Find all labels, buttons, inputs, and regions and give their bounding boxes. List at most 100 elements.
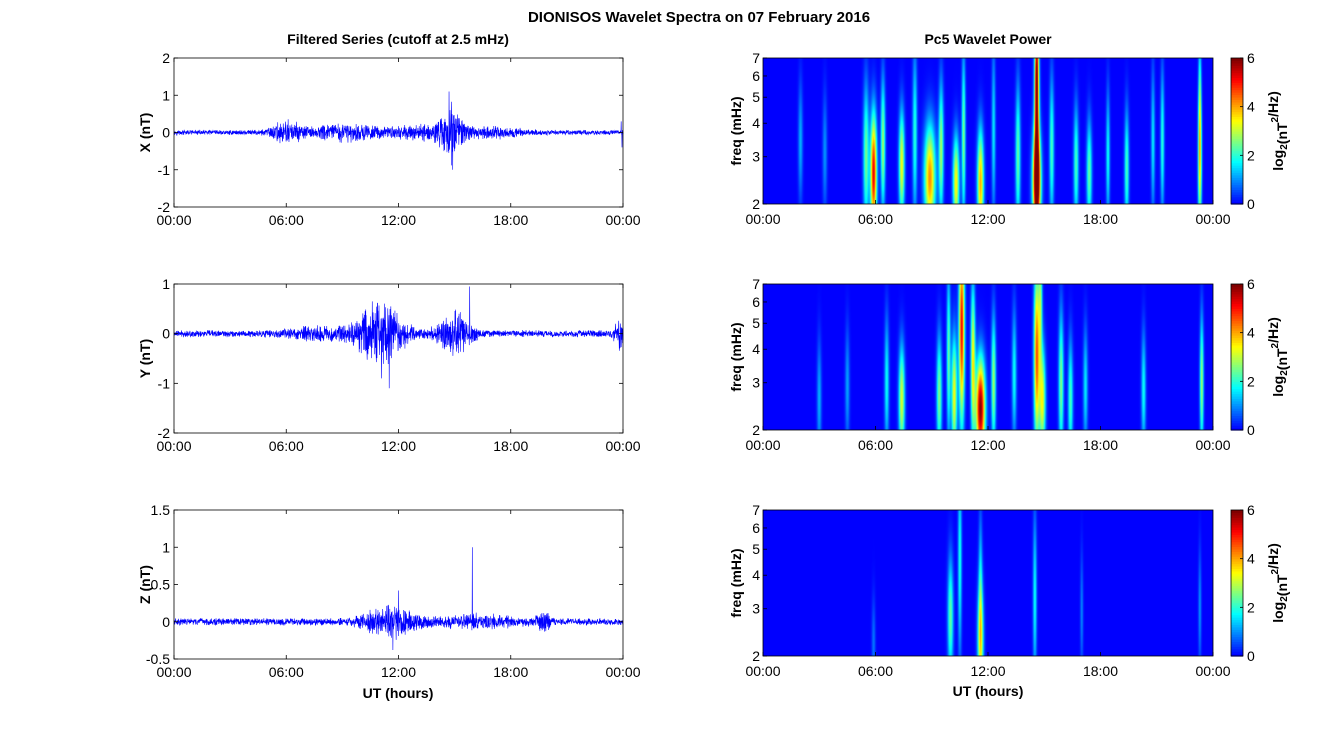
colorbar-band	[1231, 417, 1243, 421]
colorbar-box	[1230, 509, 1244, 657]
colorbar-band	[1231, 600, 1243, 604]
colorbar-band	[1231, 344, 1243, 348]
x-tick-label: 18:00	[1083, 211, 1118, 227]
y-tick-label: 2	[752, 196, 760, 212]
colorbar-band	[1231, 335, 1243, 339]
x-tick-label: 00:00	[745, 437, 780, 453]
colorbar-band	[1231, 597, 1243, 601]
wavelet-heatmap	[763, 510, 1213, 656]
y-tick-label: 2	[162, 50, 170, 66]
colorbar-band	[1231, 371, 1243, 375]
colorbar-band	[1231, 169, 1243, 173]
colorbar-band	[1231, 121, 1243, 125]
colorbar-band	[1231, 519, 1243, 523]
colorbar-band	[1231, 583, 1243, 587]
colorbar-band	[1231, 167, 1243, 171]
colorbar-band	[1231, 575, 1243, 579]
colorbar-band	[1231, 160, 1243, 164]
y-tick-label: 3	[752, 601, 760, 617]
colorbar-band	[1231, 305, 1243, 309]
colorbar-band	[1231, 568, 1243, 572]
colorbar-band	[1231, 347, 1243, 351]
colorbar-band	[1231, 400, 1243, 404]
colorbar-band	[1231, 89, 1243, 93]
colorbar-band	[1231, 315, 1243, 319]
colorbar-band	[1231, 106, 1243, 110]
y-tick-label: -2	[158, 199, 171, 215]
colorbar-band	[1231, 75, 1243, 79]
y-tick-label: 6	[752, 520, 760, 536]
y-tick-label: 4	[752, 341, 760, 357]
colorbar-band	[1231, 308, 1243, 312]
y-tick-label: 4	[752, 115, 760, 131]
colorbar-band	[1231, 585, 1243, 589]
series-line	[173, 547, 624, 651]
wavelet-panel-3: 00:00 06:00 12:00 18:00 00:00 7 6 5 4 3 2 freq (mHz…	[728, 502, 1290, 679]
colorbar-band	[1231, 143, 1243, 147]
colorbar-band	[1231, 72, 1243, 76]
series-panel-2: 00:00 06:00 12:00 18:00 00:00 1 0 -1 -2 Y (nT)	[137, 276, 641, 454]
colorbar-band	[1231, 145, 1243, 149]
colorbar-band	[1231, 565, 1243, 569]
colorbar-band	[1231, 422, 1243, 426]
colorbar-band	[1231, 563, 1243, 567]
x-tick-label: 00:00	[1195, 437, 1230, 453]
colorbar-band	[1231, 330, 1243, 334]
colorbar-band	[1231, 376, 1243, 380]
colorbar-band	[1231, 420, 1243, 424]
colorbar-band	[1231, 96, 1243, 100]
colorbar-band	[1231, 510, 1243, 514]
colorbar-band	[1231, 604, 1243, 608]
colorbar-band	[1231, 152, 1243, 156]
colorbar-band	[1231, 284, 1243, 288]
colorbar-tick-label: 4	[1247, 325, 1255, 341]
colorbar-band	[1231, 157, 1243, 161]
y-axis-label: freq (mHz)	[728, 322, 744, 391]
y-axis-label: Z (nT)	[137, 565, 153, 604]
wavelet-panel-2: 00:00 06:00 12:00 18:00 00:00 7 6 5 4 3 2 freq (mHz…	[728, 276, 1290, 453]
colorbar-band	[1231, 364, 1243, 368]
y-tick-label: 3	[752, 375, 760, 391]
colorbar-band	[1231, 58, 1243, 62]
colorbar-band	[1231, 62, 1243, 66]
x-tick-label: 00:00	[1195, 211, 1230, 227]
colorbar-band	[1231, 595, 1243, 599]
colorbar-band	[1231, 527, 1243, 531]
colorbar-band	[1231, 196, 1243, 200]
colorbar-band	[1231, 602, 1243, 606]
colorbar-band	[1231, 629, 1243, 633]
y-tick-label: 2	[752, 648, 760, 664]
colorbar-band	[1231, 514, 1243, 518]
colorbar-band	[1231, 135, 1243, 139]
y-axis-label: Y (nT)	[137, 339, 153, 378]
colorbar-band	[1231, 383, 1243, 387]
colorbar-band	[1231, 617, 1243, 621]
y-tick-label: 1	[162, 87, 170, 103]
colorbar: 6 4 2 0 log2(nT2/Hz)	[1230, 50, 1290, 212]
y-tick-label: 6	[752, 68, 760, 84]
colorbar-band	[1231, 186, 1243, 190]
colorbar-band	[1231, 84, 1243, 88]
colorbar-band	[1231, 128, 1243, 132]
colorbar-band	[1231, 339, 1243, 343]
colorbar-band	[1231, 386, 1243, 390]
colorbar-band	[1231, 631, 1243, 635]
colorbar-band	[1231, 391, 1243, 395]
plot-area	[174, 510, 623, 659]
x-tick-label: 12:00	[381, 664, 416, 680]
colorbar-band	[1231, 626, 1243, 630]
colorbar-tick-label: 0	[1247, 648, 1255, 664]
colorbar-band	[1231, 184, 1243, 188]
y-axis-label: freq (mHz)	[728, 548, 744, 617]
colorbar-band	[1231, 67, 1243, 71]
x-tick-label: 18:00	[1083, 663, 1118, 679]
colorbar-band	[1231, 179, 1243, 183]
colorbar-band	[1231, 388, 1243, 392]
colorbar-band	[1231, 332, 1243, 336]
colorbar-tick-label: 6	[1247, 50, 1255, 66]
colorbar-band	[1231, 653, 1243, 657]
x-tick-label: 12:00	[970, 663, 1005, 679]
colorbar-band	[1231, 318, 1243, 322]
colorbar-band	[1231, 138, 1243, 142]
